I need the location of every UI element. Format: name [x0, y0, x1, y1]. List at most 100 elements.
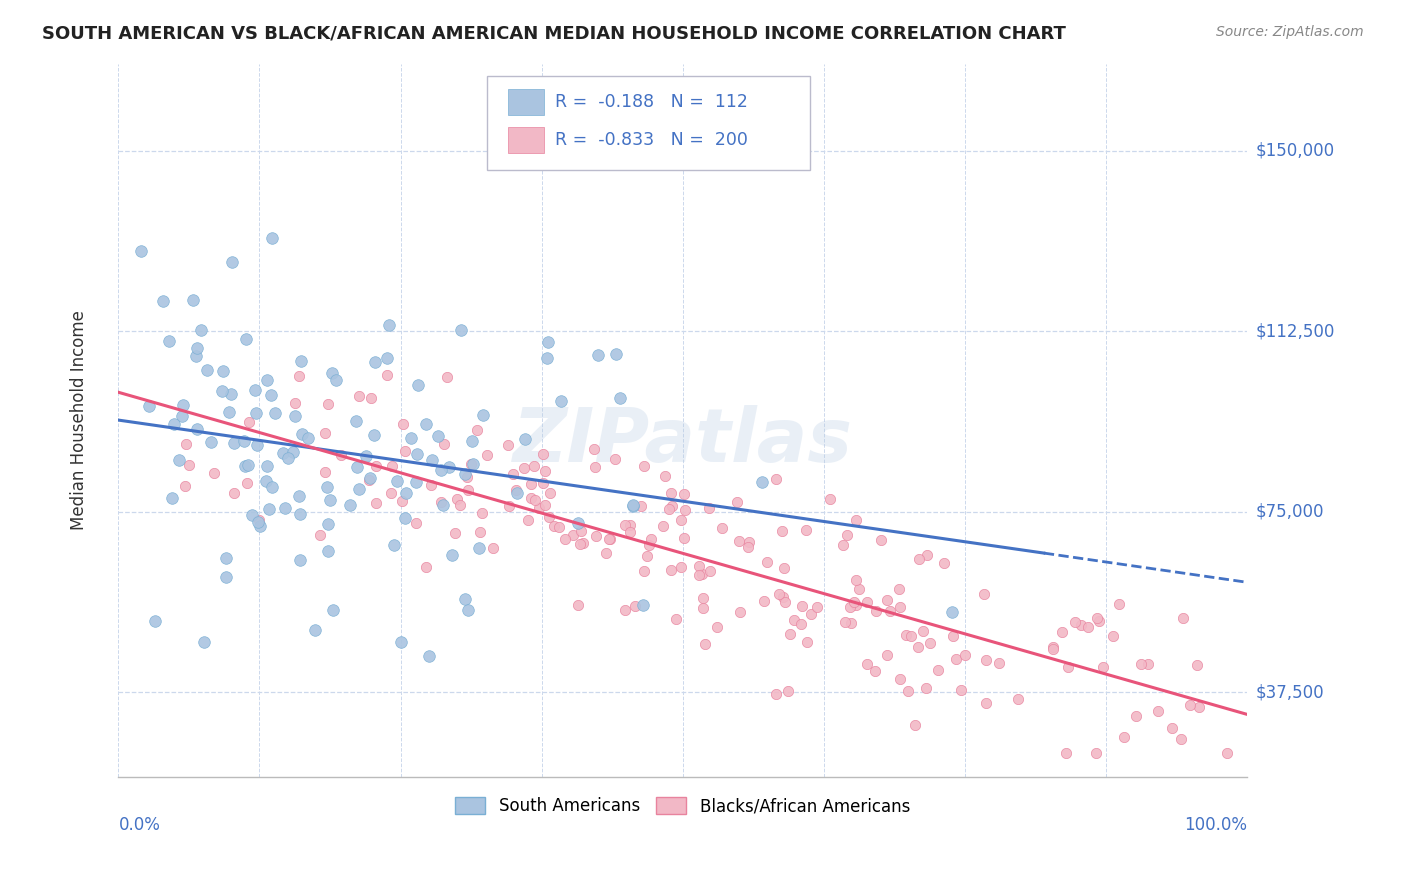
Point [1170, 732, 1192, 747]
Point [950, 683, 973, 698]
Point [339, 498, 361, 512]
Point [245, 406, 267, 420]
Point [496, 438, 519, 452]
Point [613, 603, 636, 617]
Point [405, 516, 427, 530]
Point [314, 426, 336, 441]
Point [363, 428, 385, 442]
Point [754, 594, 776, 608]
Point [319, 493, 342, 508]
Text: ZIPatlas: ZIPatlas [513, 405, 852, 478]
Point [976, 653, 998, 667]
Point [863, 665, 886, 679]
Point [433, 437, 456, 451]
Point [1114, 731, 1136, 745]
Point [446, 491, 468, 506]
Point [945, 651, 967, 665]
Point [756, 555, 779, 569]
Point [537, 509, 560, 524]
Point [1085, 611, 1108, 625]
Point [391, 494, 413, 508]
Point [461, 457, 484, 471]
Point [162, 491, 184, 506]
Point [380, 486, 402, 500]
Point [796, 634, 818, 648]
Point [818, 491, 841, 506]
Point [520, 491, 543, 505]
Point [426, 429, 449, 443]
Point [163, 417, 186, 432]
Point [211, 384, 233, 398]
Text: R =  -0.188   N =  112: R = -0.188 N = 112 [555, 93, 748, 111]
Point [249, 519, 271, 533]
Point [143, 615, 166, 629]
Point [322, 603, 344, 617]
Point [449, 498, 471, 512]
Point [658, 502, 681, 516]
Point [673, 487, 696, 501]
Point [391, 417, 413, 431]
Point [406, 377, 429, 392]
Point [790, 617, 813, 632]
Point [430, 463, 453, 477]
Point [728, 605, 751, 619]
Point [1108, 598, 1130, 612]
Point [595, 546, 617, 560]
Point [190, 323, 212, 337]
Point [262, 480, 284, 494]
Point [346, 459, 368, 474]
Point [1070, 618, 1092, 632]
Point [941, 605, 963, 619]
Point [506, 485, 529, 500]
Point [257, 502, 280, 516]
Point [765, 687, 787, 701]
Point [1063, 615, 1085, 630]
Point [932, 556, 955, 570]
Point [633, 564, 655, 578]
Point [665, 612, 688, 626]
Text: 100.0%: 100.0% [1184, 816, 1247, 834]
Point [955, 648, 977, 662]
Point [688, 559, 710, 574]
Point [238, 416, 260, 430]
Point [215, 550, 238, 565]
Point [531, 475, 554, 490]
Point [768, 587, 790, 601]
Point [218, 405, 240, 419]
Point [172, 409, 194, 423]
Point [894, 628, 917, 642]
Point [537, 335, 560, 350]
Point [588, 348, 610, 362]
Point [405, 475, 427, 489]
Point [247, 513, 270, 527]
Point [385, 474, 408, 488]
Point [366, 495, 388, 509]
Point [571, 535, 593, 549]
Point [1130, 657, 1153, 672]
Point [554, 532, 576, 546]
Point [418, 649, 440, 664]
Point [195, 363, 218, 377]
Point [513, 432, 536, 446]
Point [468, 541, 491, 556]
Point [609, 391, 631, 405]
Point [844, 598, 866, 612]
FancyBboxPatch shape [508, 128, 544, 153]
Point [277, 451, 299, 466]
Point [236, 458, 259, 472]
Point [876, 648, 898, 663]
Point [775, 595, 797, 609]
Point [567, 598, 589, 612]
Point [654, 469, 676, 483]
Point [548, 519, 571, 533]
Point [505, 483, 527, 498]
Point [401, 431, 423, 445]
Point [471, 506, 494, 520]
Point [889, 582, 911, 596]
Point [533, 498, 555, 512]
Point [699, 564, 721, 578]
Point [1160, 722, 1182, 736]
Point [779, 626, 801, 640]
Point [498, 499, 520, 513]
Point [422, 453, 444, 467]
